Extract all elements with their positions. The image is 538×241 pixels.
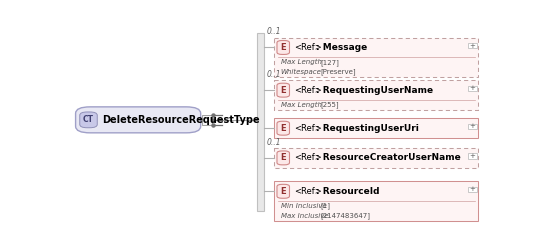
Text: Whitespace: Whitespace xyxy=(281,69,322,75)
Text: [1]: [1] xyxy=(320,203,330,209)
Bar xyxy=(274,181,478,221)
Text: <Ref>: <Ref> xyxy=(294,153,321,162)
FancyBboxPatch shape xyxy=(277,40,289,54)
Text: 0..1: 0..1 xyxy=(266,70,281,79)
Text: [2147483647]: [2147483647] xyxy=(320,212,370,219)
Bar xyxy=(469,124,477,129)
Text: [Preserve]: [Preserve] xyxy=(320,68,356,75)
Bar xyxy=(469,86,477,91)
Bar xyxy=(274,38,478,77)
Bar xyxy=(257,33,265,211)
Text: E: E xyxy=(280,86,286,95)
Text: DeleteResourceRequestType: DeleteResourceRequestType xyxy=(102,115,260,125)
FancyBboxPatch shape xyxy=(277,184,289,198)
Text: +: + xyxy=(470,43,476,49)
Text: <Ref>: <Ref> xyxy=(294,187,321,196)
Text: Max Length: Max Length xyxy=(281,102,322,108)
FancyBboxPatch shape xyxy=(277,151,289,165)
Bar xyxy=(202,115,211,125)
Bar xyxy=(274,148,478,168)
Text: : ResourceId: : ResourceId xyxy=(316,187,379,196)
Text: +: + xyxy=(470,123,476,129)
Text: : ResourceCreatorUserName: : ResourceCreatorUserName xyxy=(316,153,461,162)
Text: Max Length: Max Length xyxy=(281,59,322,65)
Text: +: + xyxy=(470,153,476,159)
Text: [127]: [127] xyxy=(320,59,339,66)
Text: <Ref>: <Ref> xyxy=(294,43,321,52)
Text: [255]: [255] xyxy=(320,101,339,108)
Bar xyxy=(274,80,478,110)
Text: 0..1: 0..1 xyxy=(266,138,281,147)
FancyBboxPatch shape xyxy=(277,83,289,97)
Text: +: + xyxy=(470,187,476,192)
FancyBboxPatch shape xyxy=(277,121,289,135)
FancyBboxPatch shape xyxy=(75,107,201,133)
Bar xyxy=(469,43,477,48)
Bar xyxy=(469,187,477,192)
Text: <Ref>: <Ref> xyxy=(294,124,321,133)
Text: E: E xyxy=(280,153,286,162)
Text: +: + xyxy=(470,85,476,91)
Text: : Message: : Message xyxy=(316,43,367,52)
FancyBboxPatch shape xyxy=(80,112,97,128)
Text: E: E xyxy=(280,187,286,196)
Text: <Ref>: <Ref> xyxy=(294,86,321,95)
Bar xyxy=(469,154,477,159)
Text: E: E xyxy=(280,43,286,52)
Bar xyxy=(274,118,478,138)
Text: 0..1: 0..1 xyxy=(266,27,281,36)
Text: E: E xyxy=(280,124,286,133)
Text: Max Inclusive: Max Inclusive xyxy=(281,213,328,219)
Text: : RequestingUserName: : RequestingUserName xyxy=(316,86,433,95)
Text: CT: CT xyxy=(83,115,94,124)
Text: : RequestingUserUri: : RequestingUserUri xyxy=(316,124,419,133)
Text: Min Inclusive: Min Inclusive xyxy=(281,203,327,209)
